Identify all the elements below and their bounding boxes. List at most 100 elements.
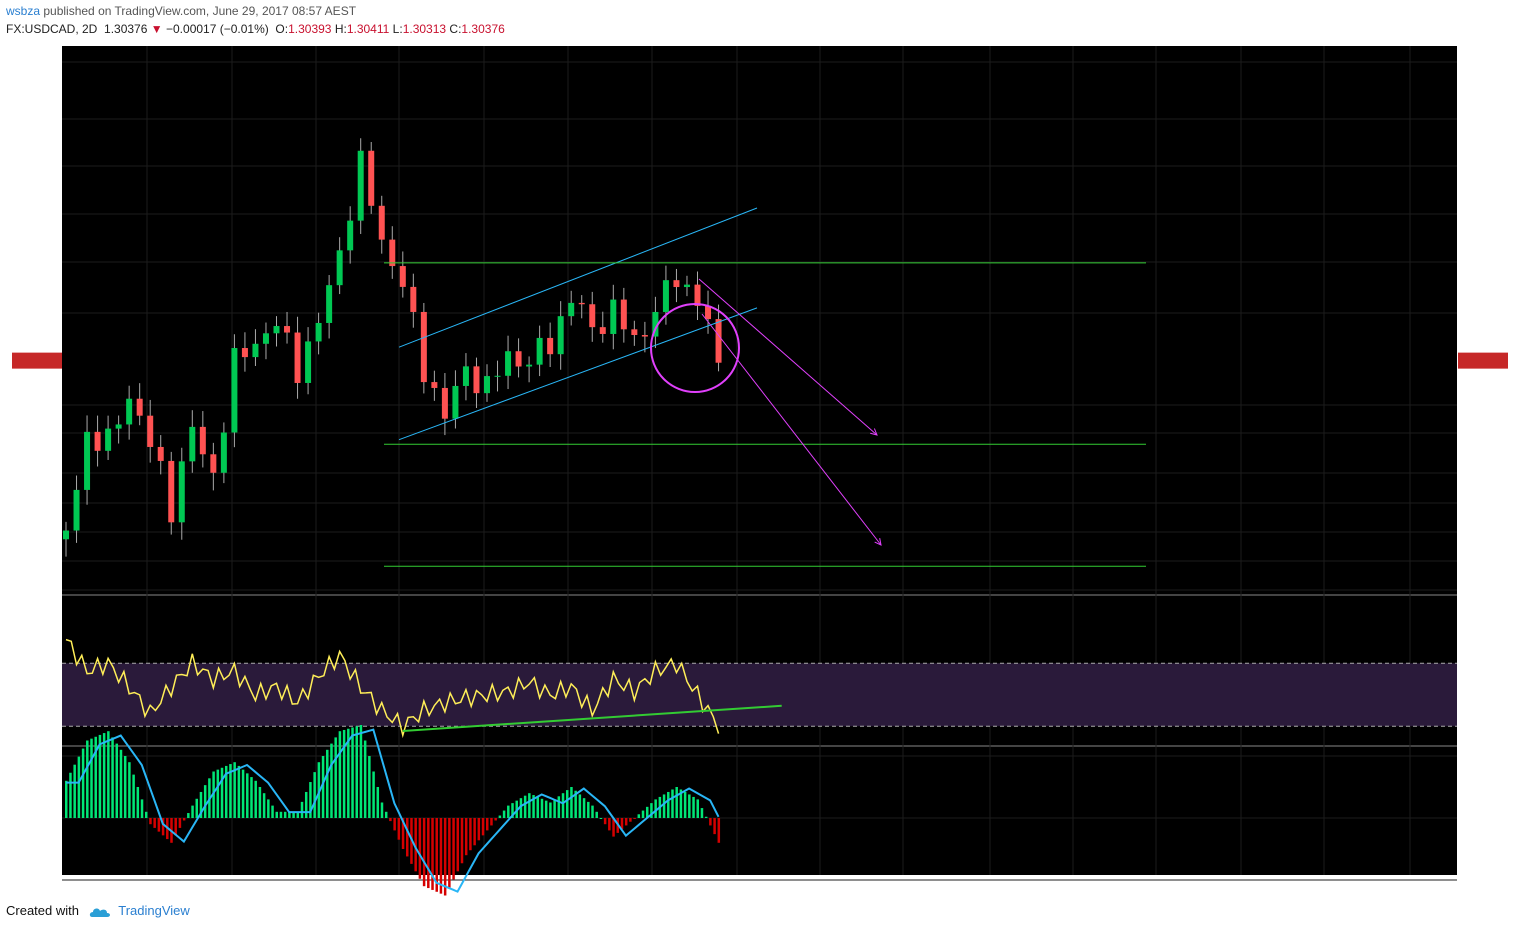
macd-bar <box>149 818 152 825</box>
candle-body <box>526 364 533 367</box>
low-label: L: <box>392 22 403 36</box>
macd-bar <box>157 818 161 832</box>
target-arrow-1 <box>698 278 878 436</box>
macd-bar <box>372 771 375 818</box>
candle-body <box>547 337 554 355</box>
macd-bar <box>195 798 199 818</box>
macd-bar <box>380 802 384 818</box>
change: −0.00017 (−0.01%) <box>166 22 269 36</box>
macd-bar <box>523 795 527 818</box>
macd-bar <box>132 774 135 818</box>
macd-bar <box>203 785 207 818</box>
macd-bar <box>191 805 194 818</box>
macd-bar <box>229 764 232 818</box>
chart-canvas[interactable] <box>0 42 1521 897</box>
macd-bar <box>224 765 228 818</box>
macd-bar <box>77 756 81 818</box>
macd-bar <box>199 791 203 818</box>
plot-background <box>62 46 1457 875</box>
low-value: 1.30313 <box>402 22 447 36</box>
candle-body <box>294 332 301 383</box>
macd-bar <box>220 767 224 818</box>
macd-bar <box>704 816 708 818</box>
macd-bar <box>486 818 489 831</box>
macd-bar <box>355 726 358 818</box>
macd-bar <box>544 800 548 818</box>
target-arrow-2-head <box>874 538 882 546</box>
candle-body <box>241 348 248 358</box>
publish-line: wsbza published on TradingView.com, June… <box>6 4 356 18</box>
author-link[interactable]: wsbza <box>6 4 41 18</box>
macd-bar <box>258 787 262 818</box>
macd-bar <box>692 796 695 818</box>
macd-bar <box>667 791 670 818</box>
close-label: C: <box>449 22 462 36</box>
macd-bar <box>317 762 321 818</box>
candle-body <box>494 375 501 377</box>
tradingview-link[interactable]: TradingView <box>118 903 190 918</box>
macd-bar <box>700 808 704 818</box>
candle-body <box>610 299 617 334</box>
macd-bar <box>212 771 215 818</box>
candle-body <box>199 426 206 455</box>
macd-bar <box>246 773 249 818</box>
macd-bar <box>321 756 325 818</box>
macd-bar <box>650 803 653 818</box>
macd-bar <box>334 737 337 818</box>
macd-bar <box>279 811 283 818</box>
macd-bar <box>675 787 678 818</box>
rsi-pane[interactable] <box>62 638 1457 739</box>
candle-body <box>231 348 238 433</box>
candle-body <box>378 205 385 240</box>
candle-body <box>178 461 185 523</box>
macd-bar <box>452 818 455 880</box>
macd-bar <box>65 780 68 818</box>
macd-bar <box>115 743 119 818</box>
candle-body <box>115 424 122 429</box>
highlight-circle <box>650 303 740 393</box>
macd-bar <box>595 811 598 818</box>
candle-body <box>210 454 217 473</box>
price-pane[interactable] <box>63 138 1146 567</box>
published-text: published on TradingView.com, June 29, 2… <box>43 4 357 18</box>
macd-bar <box>574 790 577 818</box>
macd-bar <box>271 805 274 818</box>
candle-body <box>536 337 543 365</box>
macd-bar <box>254 780 257 818</box>
candle-body <box>326 285 333 323</box>
macd-bar <box>469 818 472 851</box>
macd-bar <box>553 799 556 818</box>
macd-bar <box>494 818 497 821</box>
candle-body <box>631 329 638 336</box>
macd-bar <box>98 734 102 818</box>
macd-bar <box>326 749 329 818</box>
macd-bar <box>637 814 641 818</box>
macd-bar <box>431 818 434 890</box>
macd-bar <box>460 818 464 864</box>
macd-bar <box>368 756 371 818</box>
macd-bar <box>288 811 291 818</box>
macd-pane[interactable] <box>65 725 721 896</box>
candle-body <box>136 398 143 416</box>
candle-body <box>473 366 480 394</box>
macd-bar <box>528 793 531 818</box>
macd-bar <box>498 815 502 818</box>
candle-body <box>484 376 490 394</box>
macd-bar <box>250 777 253 818</box>
candle-body <box>220 432 227 473</box>
rsi-trendline <box>402 704 782 732</box>
macd-bar <box>128 762 131 818</box>
open-value: 1.30393 <box>288 22 332 36</box>
candle-body <box>399 266 406 287</box>
macd-signal-line <box>66 728 720 893</box>
candle-body <box>694 284 701 306</box>
macd-bar <box>73 764 76 818</box>
macd-bar <box>338 731 342 818</box>
grid <box>62 46 1457 881</box>
target-arrow-1-head <box>870 428 878 436</box>
macd-bar <box>713 818 716 835</box>
macd-bar <box>292 811 295 818</box>
macd-bar <box>90 738 93 818</box>
macd-bar <box>481 818 485 836</box>
macd-bar <box>161 818 165 836</box>
